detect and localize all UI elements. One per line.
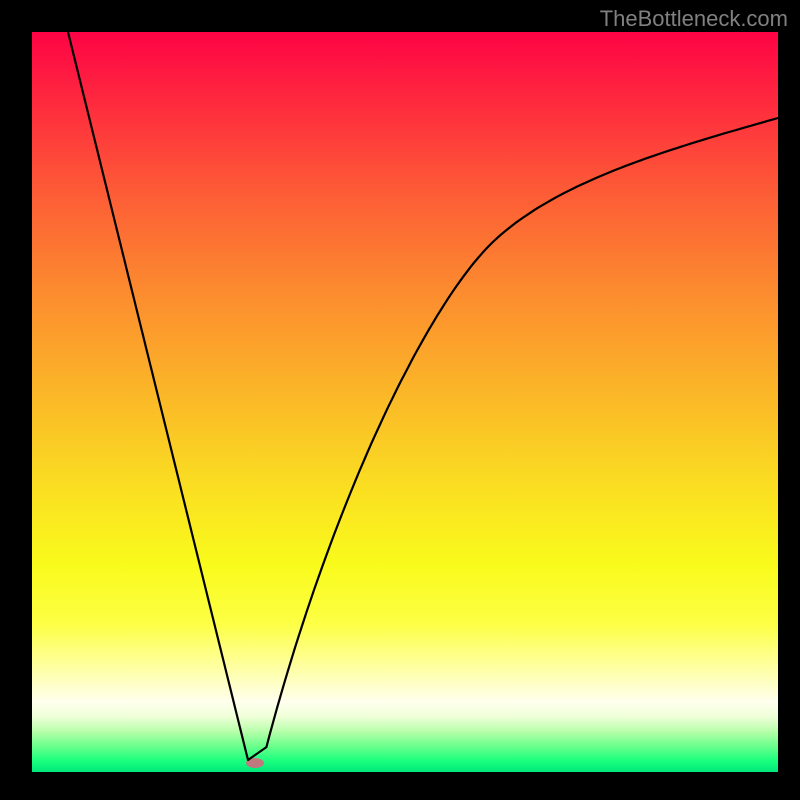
chart-container: TheBottleneck.com bbox=[0, 0, 800, 800]
bottleneck-chart bbox=[0, 0, 800, 800]
plot-background bbox=[32, 32, 778, 772]
watermark-text: TheBottleneck.com bbox=[600, 6, 788, 32]
